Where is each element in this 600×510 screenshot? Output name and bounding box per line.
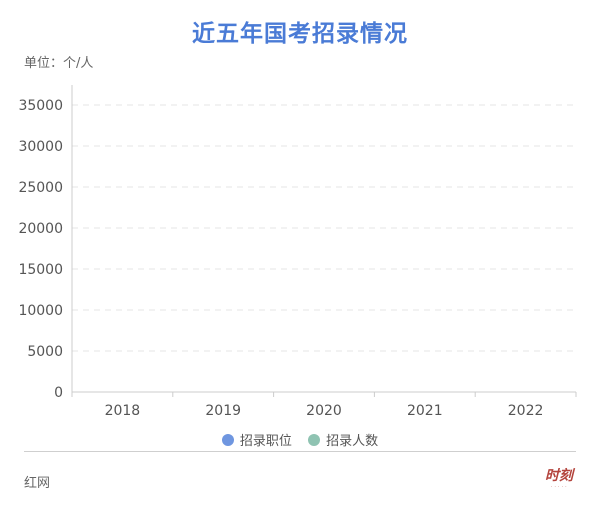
y-tick-label: 30000: [18, 139, 63, 155]
legend-marker-people: [308, 433, 321, 446]
chart-title: 近五年国考招录情况: [192, 21, 408, 47]
y-tick-label: 25000: [18, 180, 63, 196]
unit-label: 单位：个/人: [24, 56, 94, 71]
legend-label-positions: 招录职位: [239, 434, 292, 449]
brand-logo-text: 时刻: [545, 468, 573, 484]
brand-logo-sub: · · · · ·: [551, 484, 567, 489]
legend-marker-positions: [221, 433, 234, 446]
y-tick-label: 20000: [18, 221, 63, 237]
legend-label-people: 招录人数: [326, 434, 379, 449]
x-tick-label: 2022: [508, 403, 544, 419]
source-label: 红网: [24, 476, 51, 491]
y-tick-label: 10000: [18, 303, 63, 319]
y-tick-label: 5000: [27, 344, 63, 360]
x-tick-label: 2018: [105, 403, 141, 419]
footer-divider: [24, 451, 576, 452]
legend-item-positions[interactable]: 招录职位: [221, 430, 292, 449]
chart-legend: 招录职位 招录人数: [0, 430, 600, 450]
chart-plot: 0 5000 10000 15000 20000 25000 30000 35000 2018 2…: [18, 85, 577, 419]
y-tick-label: 0: [54, 385, 63, 401]
x-tick-label: 2019: [205, 403, 241, 419]
y-tick-label: 15000: [18, 262, 63, 278]
brand-logo: 时刻 · · · · ·: [544, 468, 574, 490]
legend-item-people[interactable]: 招录人数: [308, 430, 378, 449]
y-tick-label: 35000: [18, 98, 63, 114]
x-tick-label: 2020: [306, 403, 342, 419]
x-tick-label: 2021: [407, 403, 443, 419]
